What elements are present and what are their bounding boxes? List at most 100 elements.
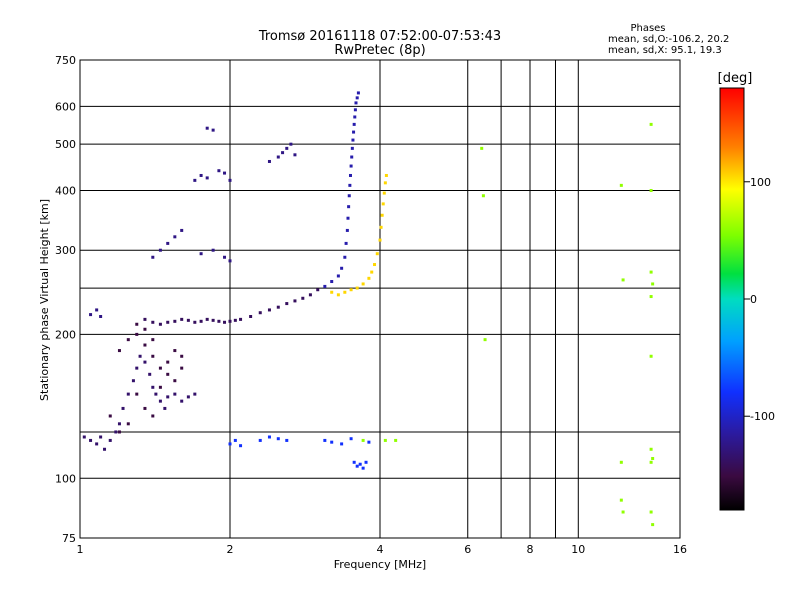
data-point — [114, 430, 118, 434]
data-point — [349, 437, 353, 441]
data-point — [373, 263, 377, 267]
data-point — [316, 288, 320, 292]
data-point — [394, 438, 398, 442]
data-point — [121, 406, 125, 410]
data-point — [293, 153, 297, 157]
data-point — [143, 360, 147, 364]
data-point — [193, 392, 197, 396]
data-point — [347, 194, 351, 198]
data-point — [186, 395, 190, 399]
colorbar-label: [deg] — [718, 71, 753, 86]
data-point — [336, 274, 340, 278]
data-point — [350, 155, 354, 159]
data-point — [649, 460, 653, 464]
data-point — [99, 314, 103, 318]
data-point — [135, 366, 139, 370]
data-point — [649, 510, 653, 514]
data-point — [355, 464, 359, 468]
data-point — [223, 320, 227, 324]
data-point — [154, 392, 158, 396]
data-point — [356, 91, 360, 95]
data-point — [228, 442, 232, 446]
data-point — [340, 442, 344, 446]
data-point — [353, 108, 357, 112]
data-point — [108, 438, 112, 442]
x-tick-label: 1 — [77, 543, 84, 556]
stats-heading: Phases — [630, 23, 665, 34]
data-point — [173, 392, 177, 396]
data-point — [158, 248, 162, 252]
data-point — [151, 320, 155, 324]
data-point — [480, 146, 484, 150]
data-point — [381, 202, 385, 206]
data-point — [228, 319, 232, 323]
data-point — [95, 442, 99, 446]
data-point — [199, 252, 203, 256]
data-point — [228, 178, 232, 182]
data-point — [349, 164, 353, 168]
data-point — [651, 456, 655, 460]
stats-line-x: mean, sd,X: 95.1, 19.3 — [608, 45, 722, 56]
data-point — [367, 276, 371, 280]
data-point — [223, 171, 227, 175]
data-point — [163, 406, 167, 410]
data-point — [180, 399, 184, 403]
data-point — [346, 216, 350, 220]
data-point — [89, 313, 93, 317]
data-point — [151, 414, 155, 418]
y-tick-label: 500 — [55, 138, 76, 151]
data-point — [619, 498, 623, 502]
y-axis-label: Stationary phase Virtual Height [km] — [38, 199, 51, 401]
data-point — [211, 128, 215, 132]
data-point — [249, 314, 253, 318]
data-point — [173, 319, 177, 323]
data-point — [375, 252, 379, 256]
data-point — [135, 332, 139, 336]
data-point — [173, 379, 177, 383]
data-point — [117, 430, 121, 434]
data-point — [323, 284, 327, 288]
data-point — [364, 460, 368, 464]
data-point — [343, 290, 347, 294]
data-point — [95, 308, 99, 312]
data-point — [148, 372, 152, 376]
data-point — [621, 278, 625, 282]
data-point — [370, 270, 374, 274]
data-point — [239, 444, 243, 448]
data-point — [330, 440, 334, 444]
data-point — [233, 318, 237, 322]
data-point — [276, 437, 280, 441]
data-point — [383, 181, 387, 185]
data-point — [233, 438, 237, 442]
data-point — [301, 296, 305, 300]
data-point — [330, 290, 334, 294]
data-point — [258, 311, 262, 315]
data-point — [285, 146, 289, 150]
data-point — [151, 354, 155, 358]
y-tick-label: 100 — [55, 472, 76, 485]
y-tick-label: 300 — [55, 244, 76, 257]
data-point — [330, 280, 334, 284]
data-point — [649, 354, 653, 358]
data-point — [158, 385, 162, 389]
data-point — [358, 462, 362, 466]
data-point — [354, 101, 358, 105]
data-point — [293, 299, 297, 303]
data-point — [267, 435, 271, 439]
x-axis-label: Frequency [MHz] — [334, 558, 426, 571]
data-point — [143, 343, 147, 347]
data-point — [619, 460, 623, 464]
data-point — [217, 169, 221, 173]
data-point — [131, 379, 135, 383]
data-point — [308, 293, 312, 297]
y-tick-label: 75 — [62, 532, 76, 545]
data-point — [336, 293, 340, 297]
y-tick-label: 400 — [55, 184, 76, 197]
grid-lines — [80, 60, 680, 538]
data-point — [135, 392, 139, 396]
data-point — [349, 288, 353, 292]
data-point — [379, 225, 383, 229]
data-points — [82, 91, 655, 527]
data-point — [347, 205, 351, 209]
